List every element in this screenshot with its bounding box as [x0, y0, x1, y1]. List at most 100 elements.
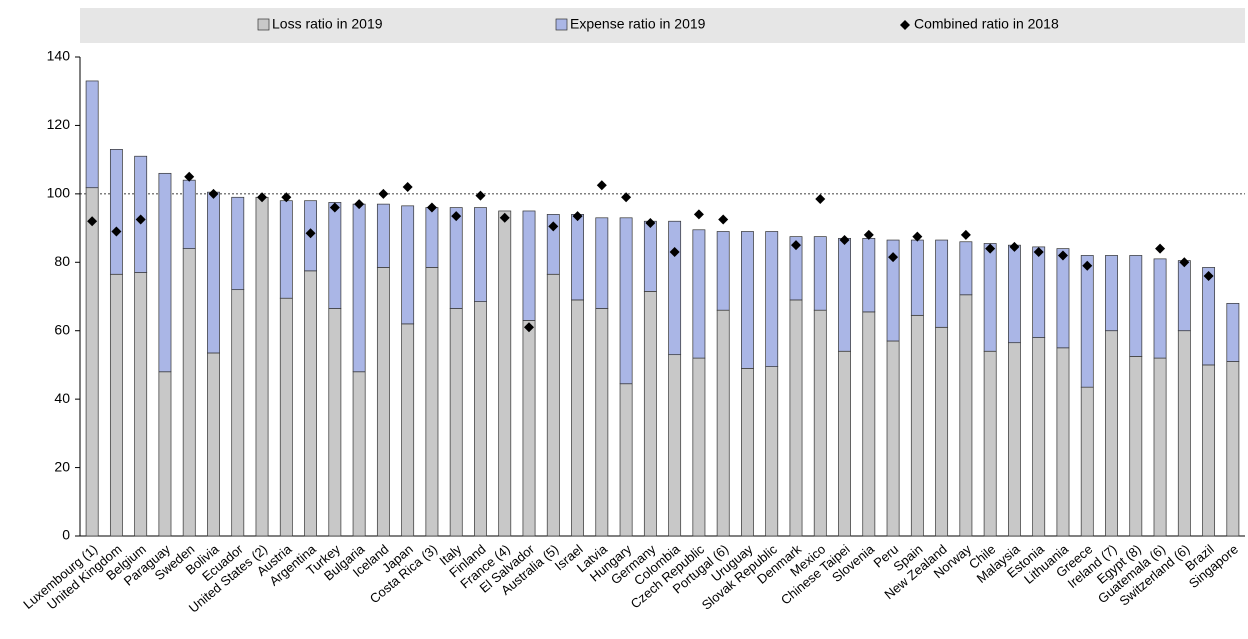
bar-segment: [352, 203, 366, 373]
marker: [645, 217, 656, 228]
legend-marker: [900, 20, 910, 30]
bar-segment: [910, 239, 924, 316]
bar-segment: [643, 220, 657, 292]
marker: [888, 252, 899, 263]
bar-segment: [813, 309, 827, 537]
bar-segment: [838, 350, 851, 537]
bar-segment: [935, 326, 949, 537]
bar-segment: [546, 273, 560, 537]
marker: [693, 209, 704, 220]
bar-segment: [182, 179, 196, 249]
marker: [475, 190, 486, 201]
bar-segment: [862, 311, 876, 537]
bar-segment: [935, 239, 949, 328]
bar-segment: [668, 220, 682, 356]
bar-segment: [1105, 255, 1118, 332]
marker: [960, 229, 971, 240]
bar-segment: [789, 236, 803, 301]
bar-segment: [1080, 386, 1094, 537]
y-tick-label: 0: [62, 527, 70, 543]
legend-label: Expense ratio in 2019: [570, 16, 706, 32]
bar-segment: [619, 217, 633, 385]
y-tick-label: 20: [54, 458, 70, 474]
marker: [208, 188, 219, 199]
marker: [1009, 241, 1020, 252]
marker: [572, 211, 583, 222]
bar-segment: [425, 267, 439, 537]
bar-segment: [376, 203, 390, 268]
bar-segment: [1056, 248, 1070, 349]
bar-segment: [109, 273, 123, 537]
bar-segment: [959, 294, 973, 537]
bar-segment: [1129, 356, 1143, 537]
bar-segment: [813, 236, 827, 311]
legend-swatch: [257, 18, 270, 31]
bar-segment: [182, 248, 196, 537]
bar-segment: [741, 231, 754, 369]
y-tick-label: 140: [47, 48, 71, 64]
bar-segment: [231, 289, 245, 537]
bar-segment: [279, 297, 293, 537]
bar-segment: [692, 229, 706, 359]
bar-segment: [1202, 267, 1216, 366]
bar-segment: [983, 243, 997, 352]
marker: [329, 202, 340, 213]
marker: [790, 240, 801, 251]
marker: [1203, 270, 1214, 281]
marker: [669, 247, 680, 258]
marker: [839, 235, 850, 246]
marker: [135, 214, 146, 225]
bar-segment: [716, 231, 730, 311]
bar-segment: [959, 241, 973, 296]
marker: [111, 226, 122, 237]
marker: [87, 216, 98, 227]
bar-segment: [838, 237, 851, 352]
y-tick-label: 40: [54, 390, 70, 406]
bar-segment: [789, 299, 803, 537]
bar-segment: [474, 301, 487, 537]
bar-segment: [1032, 246, 1046, 338]
marker: [451, 211, 462, 222]
bar-segment: [449, 308, 463, 537]
marker: [718, 214, 729, 225]
bar-segment: [231, 196, 245, 291]
bar-segment: [328, 308, 342, 537]
marker: [1082, 260, 1093, 271]
bar-segment: [716, 309, 730, 537]
bar-segment: [1080, 255, 1094, 388]
marker: [257, 192, 268, 203]
bar-segment: [401, 323, 415, 537]
bar-segment: [352, 371, 366, 537]
marker: [912, 231, 923, 242]
bar-segment: [85, 80, 99, 189]
marker: [548, 221, 559, 232]
bar-segment: [643, 291, 657, 537]
bar-segment: [546, 214, 560, 275]
bar-segment: [425, 207, 439, 268]
bar-segment: [571, 299, 584, 537]
bar-segment: [1032, 337, 1046, 537]
bar-segment: [1056, 347, 1070, 537]
marker: [1155, 243, 1166, 254]
marker: [184, 171, 195, 182]
bar-segment: [910, 314, 924, 537]
marker: [378, 188, 389, 199]
bar-segment: [304, 270, 317, 537]
bar-segment: [668, 354, 682, 537]
marker: [1057, 250, 1068, 261]
marker: [499, 212, 510, 223]
bar-segment: [279, 200, 293, 299]
bar-segment: [886, 239, 900, 342]
bar-segment: [401, 205, 415, 325]
bar-segment: [207, 191, 220, 354]
marker: [402, 182, 413, 193]
bar-segment: [1202, 364, 1216, 537]
bar-segment: [255, 196, 269, 537]
marker: [1033, 247, 1044, 258]
bar-segment: [571, 214, 584, 301]
marker: [426, 202, 437, 213]
bar-segment: [1153, 258, 1167, 359]
bar-segment: [619, 383, 633, 537]
bar-segment: [692, 357, 706, 537]
